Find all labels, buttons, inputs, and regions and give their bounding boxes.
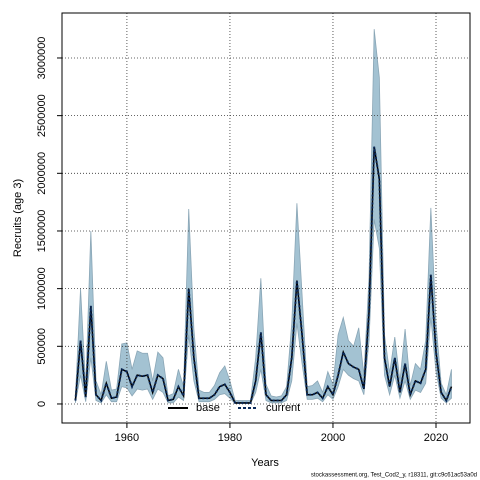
confidence-band bbox=[74, 29, 452, 405]
y-tick-label: 3000000 bbox=[36, 37, 48, 80]
y-tick-label: 1500000 bbox=[36, 210, 48, 253]
legend-label: current bbox=[266, 402, 300, 414]
legend-label: base bbox=[196, 402, 220, 414]
footer: stockassessment.org, Test_Cod2_y, r18311… bbox=[311, 473, 477, 479]
x-tick-label: 2000 bbox=[321, 432, 345, 444]
y-tick-label: 500000 bbox=[36, 328, 48, 365]
plot-frame bbox=[61, 12, 471, 424]
x-tick-label: 1960 bbox=[115, 432, 139, 444]
y-tick-label: 2000000 bbox=[36, 152, 48, 195]
x-tick-label: 1980 bbox=[218, 432, 242, 444]
y-tick-label: 1000000 bbox=[36, 267, 48, 310]
y-tick-label: 2500000 bbox=[36, 94, 48, 137]
x-axis-label: Years bbox=[251, 457, 279, 469]
series-line bbox=[74, 146, 453, 404]
y-axis-label: Recruits (age 3) bbox=[12, 179, 24, 257]
y-tick-label: 0 bbox=[36, 401, 48, 407]
x-tick-label: 2020 bbox=[424, 432, 448, 444]
